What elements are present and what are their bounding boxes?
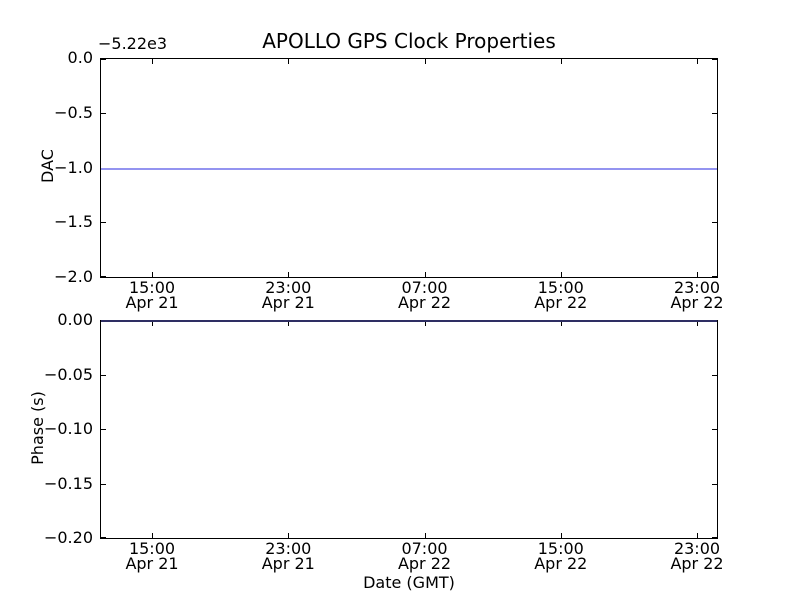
y-tick-mark (101, 374, 106, 376)
y-tick-mark (712, 374, 717, 376)
y-tick-mark (101, 537, 106, 538)
phase-data-line (101, 320, 717, 322)
x-tick-mark (152, 533, 153, 538)
x-tick-mark (697, 533, 698, 538)
x-tick-label: 15:00 Apr 21 (125, 539, 179, 573)
y-tick-label: 0.00 (57, 310, 93, 329)
x-tick-mark (424, 533, 426, 538)
y-tick-mark (712, 483, 717, 485)
y-tick-mark (712, 537, 717, 538)
x-tick-label: 15:00 Apr 21 (125, 278, 179, 312)
x-tick-label: 07:00 Apr 22 (397, 539, 452, 573)
y-tick-mark (712, 59, 717, 60)
x-tick-mark (288, 272, 290, 277)
y-tick-label: −0.10 (43, 419, 93, 438)
x-tick-label: 23:00 Apr 22 (670, 278, 724, 312)
y-tick-label: 0.0 (67, 48, 93, 67)
x-tick-mark (424, 321, 426, 326)
y-tick-label: −0.15 (43, 473, 93, 493)
y-tick-label: −2.0 (54, 267, 93, 286)
x-tick-mark (560, 59, 562, 64)
y-tick-mark (101, 483, 106, 485)
chart-title: APOLLO GPS Clock Properties (262, 29, 556, 53)
y-tick-label: −1.0 (54, 157, 93, 177)
x-tick-mark (560, 533, 562, 538)
y-tick-label: −0.20 (43, 528, 93, 547)
x-tick-mark (697, 321, 698, 326)
y-axis-offset-label: −5.22e3 (98, 34, 168, 53)
x-tick-mark (697, 59, 698, 64)
y-tick-mark (712, 276, 717, 277)
date-x-axis-label: Date (GMT) (363, 573, 455, 592)
y-tick-mark (101, 276, 106, 277)
x-tick-label: 23:00 Apr 22 (670, 539, 724, 573)
x-tick-mark (424, 59, 426, 64)
x-tick-mark (152, 272, 153, 277)
y-tick-mark (101, 59, 106, 60)
x-tick-mark (288, 59, 290, 64)
x-tick-mark (697, 272, 698, 277)
x-tick-mark (560, 321, 562, 326)
dac-data-line (101, 167, 717, 170)
y-tick-label: −0.5 (54, 102, 93, 122)
y-tick-mark (101, 112, 106, 114)
x-tick-label: 07:00 Apr 22 (397, 278, 452, 312)
y-tick-mark (101, 429, 106, 430)
y-tick-mark (712, 429, 717, 430)
x-tick-mark (152, 59, 153, 64)
x-tick-label: 23:00 Apr 21 (261, 539, 315, 573)
y-tick-mark (712, 222, 717, 224)
x-tick-mark (560, 272, 562, 277)
y-tick-label: −1.5 (54, 212, 93, 232)
y-tick-label: −0.05 (43, 364, 93, 384)
x-tick-label: 15:00 Apr 22 (534, 278, 588, 312)
phase-plot-area (100, 320, 718, 539)
y-tick-mark (712, 112, 717, 114)
x-tick-label: 15:00 Apr 22 (534, 539, 588, 573)
y-tick-mark (101, 222, 106, 224)
x-tick-mark (424, 272, 426, 277)
x-tick-mark (152, 321, 153, 326)
x-tick-label: 23:00 Apr 21 (261, 278, 315, 312)
dac-plot-area (100, 58, 718, 278)
x-tick-mark (288, 533, 290, 538)
x-tick-mark (288, 321, 290, 326)
